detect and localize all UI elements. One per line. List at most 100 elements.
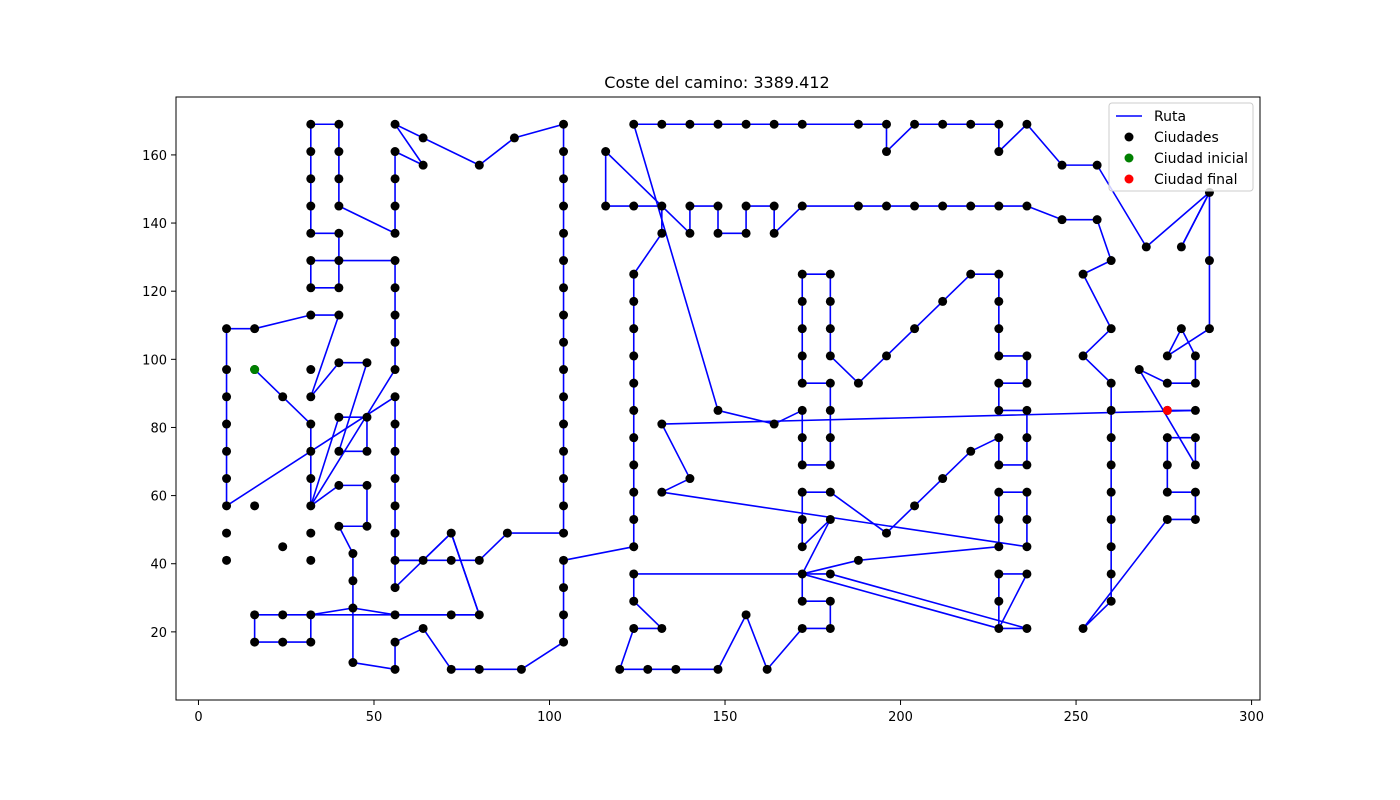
city-point xyxy=(853,555,863,565)
legend-end-label: Ciudad final xyxy=(1154,172,1238,188)
city-point xyxy=(559,528,569,538)
city-point xyxy=(306,147,316,157)
city-point xyxy=(222,365,232,375)
city-point xyxy=(1176,242,1186,252)
route-segment xyxy=(309,368,396,507)
route-segment xyxy=(829,573,1028,630)
city-point xyxy=(306,174,316,184)
city-point xyxy=(966,269,976,279)
city-point xyxy=(418,623,428,633)
route-segment xyxy=(773,409,804,425)
city-point xyxy=(334,228,344,238)
city-point xyxy=(994,487,1004,497)
route-segment xyxy=(773,205,804,235)
city-point xyxy=(334,521,344,531)
route-segment xyxy=(520,641,565,671)
route-segment xyxy=(941,450,972,480)
city-point xyxy=(390,392,400,402)
city-point xyxy=(1176,324,1186,334)
city-point xyxy=(1057,160,1067,170)
route-segment xyxy=(1082,327,1112,357)
start-city-point xyxy=(250,365,260,375)
route-segment xyxy=(450,532,481,616)
city-point xyxy=(657,119,667,129)
city-point xyxy=(1190,351,1200,361)
city-point xyxy=(474,160,484,170)
city-point xyxy=(825,433,835,443)
city-point xyxy=(1022,514,1032,524)
city-point xyxy=(910,119,920,129)
route-segment xyxy=(1082,600,1112,630)
city-point xyxy=(629,487,639,497)
route-segment xyxy=(1096,218,1112,262)
city-point xyxy=(657,201,667,211)
city-point xyxy=(390,664,400,674)
city-point xyxy=(559,119,569,129)
city-point xyxy=(250,501,260,511)
city-point xyxy=(250,610,260,620)
route-segment xyxy=(1138,368,1169,384)
city-point xyxy=(1162,460,1172,470)
city-point xyxy=(825,351,835,361)
city-point xyxy=(306,201,316,211)
city-point xyxy=(222,392,232,402)
x-tick-label: 150 xyxy=(713,710,738,725)
city-point xyxy=(474,555,484,565)
city-point xyxy=(1106,487,1116,497)
city-point xyxy=(966,119,976,129)
route-segment xyxy=(1180,191,1211,248)
city-point xyxy=(657,487,667,497)
city-point xyxy=(334,174,344,184)
route-segment xyxy=(766,627,804,671)
city-point xyxy=(418,160,428,170)
y-tick-label: 120 xyxy=(142,285,167,300)
route-segment xyxy=(941,273,972,303)
route-segment xyxy=(309,484,340,507)
city-point xyxy=(881,147,891,157)
city-point xyxy=(797,296,807,306)
city-point xyxy=(671,664,681,674)
city-point xyxy=(713,664,723,674)
city-point xyxy=(657,228,667,238)
city-point xyxy=(629,119,639,129)
y-tick-label: 20 xyxy=(150,626,167,641)
city-point xyxy=(825,405,835,415)
city-point xyxy=(615,664,625,674)
city-point xyxy=(741,228,751,238)
city-point xyxy=(334,310,344,320)
chart-title: Coste del camino: 3389.412 xyxy=(604,73,829,92)
route-segment xyxy=(1138,368,1197,466)
route-segment xyxy=(478,137,516,166)
city-point xyxy=(881,119,891,129)
city-point xyxy=(362,521,372,531)
city-point xyxy=(825,269,835,279)
city-point xyxy=(559,337,569,347)
city-point xyxy=(657,623,667,633)
city-point xyxy=(334,412,344,422)
city-point xyxy=(559,147,569,157)
city-point xyxy=(1106,596,1116,606)
city-point xyxy=(559,310,569,320)
city-point xyxy=(797,201,807,211)
city-point xyxy=(994,201,1004,211)
x-tick-label: 200 xyxy=(888,710,913,725)
route-segment xyxy=(717,614,747,671)
city-point xyxy=(713,119,723,129)
city-point xyxy=(390,201,400,211)
city-point xyxy=(825,596,835,606)
y-tick-label: 100 xyxy=(142,353,167,368)
city-point xyxy=(797,378,807,388)
y-tick-label: 60 xyxy=(150,490,167,505)
city-point xyxy=(559,392,569,402)
city-point xyxy=(1106,433,1116,443)
axes-frame xyxy=(175,96,1261,701)
city-point xyxy=(1078,351,1088,361)
city-point xyxy=(390,337,400,347)
city-point xyxy=(1106,569,1116,579)
route-segment xyxy=(338,525,354,555)
legend-start-swatch xyxy=(1124,153,1134,163)
city-point xyxy=(1106,324,1116,334)
route-segment xyxy=(394,123,481,166)
city-point xyxy=(797,460,807,470)
route-segment xyxy=(661,491,1028,548)
